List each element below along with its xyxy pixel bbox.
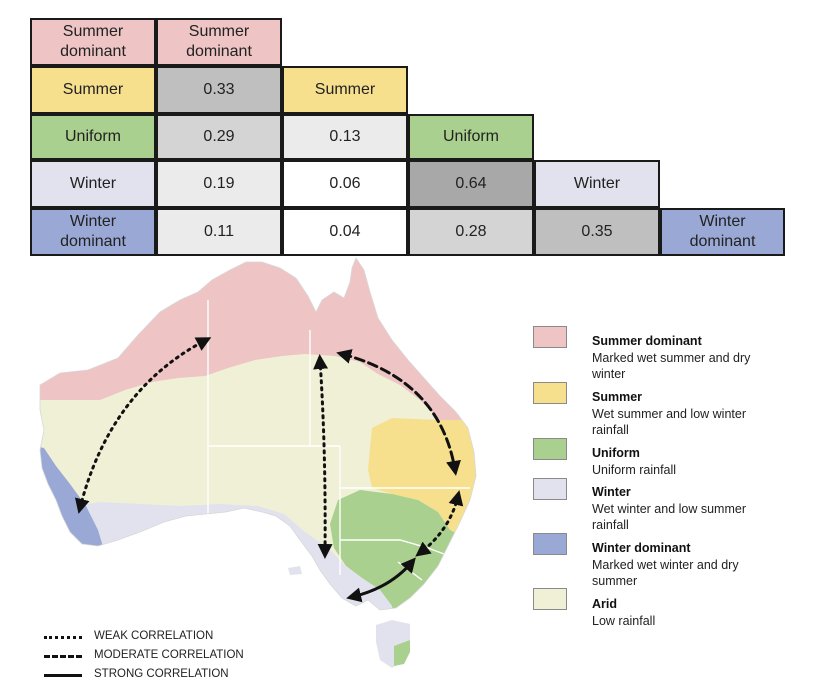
legend-desc-summer-dominant: Marked wet summer and dry winter (592, 351, 751, 381)
strong-correlation-label: STRONG CORRELATION (94, 668, 229, 680)
legend-desc-uniform: Uniform rainfall (592, 463, 677, 477)
moderate-correlation-label: MODERATE CORRELATION (94, 649, 244, 661)
legend-swatch-summer-dominant (533, 326, 567, 348)
weak-correlation-arrow-southeast (415, 490, 464, 557)
diagonal-label-uniform: Uniform (408, 114, 534, 160)
value-uniform-vs-summer-dominant: 0.29 (156, 114, 282, 160)
legend-desc-winter-dominant: Marked wet winter and dry summer (592, 558, 739, 588)
legend-swatch-uniform (533, 438, 567, 460)
value-winter-vs-uniform: 0.64 (408, 160, 534, 208)
legend-title-uniform: Uniform (592, 446, 640, 460)
legend-swatch-winter (533, 478, 567, 500)
weak-correlation-arrow-central (313, 354, 333, 559)
value-winter-dominant-vs-summer-dominant: 0.11 (156, 208, 282, 256)
value-winter-vs-summer-dominant: 0.19 (156, 160, 282, 208)
australia-rainfall-map (39, 257, 477, 668)
diagonal-label-winter-dominant: Winter dominant (660, 208, 785, 256)
row-label-uniform: Uniform (30, 114, 156, 160)
correlation-arrows (74, 337, 464, 603)
value-winter-dominant-vs-uniform: 0.28 (408, 208, 534, 256)
weak-correlation-arrow-west (74, 337, 212, 514)
legend-desc-summer: Wet summer and low winter rainfall (592, 407, 746, 437)
legend-swatch-arid (533, 588, 567, 610)
weak-correlation-label: WEAK CORRELATION (94, 630, 214, 642)
row-label-winter-dominant: Winter dominant (30, 208, 156, 256)
weak-correlation-line-sample (44, 636, 82, 639)
tasmania-uniform (394, 640, 410, 666)
winter-dominant-region-south (266, 534, 282, 556)
legend-swatch-summer (533, 382, 567, 404)
row-label-winter: Winter (30, 160, 156, 208)
legend-title-winter-dominant: Winter dominant (592, 541, 691, 555)
legend-desc-arid: Low rainfall (592, 614, 656, 628)
correlation-matrix: Summer dominant Summer dominant Summer 0… (30, 18, 785, 256)
moderate-correlation-line-sample (44, 655, 82, 658)
value-winter-dominant-vs-winter: 0.35 (534, 208, 660, 256)
row-label-summer: Summer (30, 66, 156, 114)
value-winter-vs-summer: 0.06 (282, 160, 408, 208)
legend-title-arid: Arid (592, 597, 617, 611)
strong-correlation-line-sample (44, 674, 82, 677)
strong-correlation-arrow-south (346, 557, 416, 603)
diagonal-label-summer-dominant: Summer dominant (156, 18, 282, 66)
legend-swatch-winter-dominant (533, 533, 567, 555)
value-winter-dominant-vs-summer: 0.04 (282, 208, 408, 256)
moderate-correlation-arrow-east (336, 349, 461, 476)
legend-title-summer: Summer (592, 390, 643, 404)
kangaroo-island (288, 566, 302, 575)
value-summer-vs-summer-dominant: 0.33 (156, 66, 282, 114)
legend-desc-winter: Wet winter and low summer rainfall (592, 502, 746, 532)
row-label-summer-dominant: Summer dominant (30, 18, 156, 66)
legend-title-winter: Winter (592, 485, 631, 499)
legend-title-summer-dominant: Summer dominant (592, 334, 702, 348)
tasmania (376, 620, 410, 668)
diagonal-label-winter: Winter (534, 160, 660, 208)
value-uniform-vs-summer: 0.13 (282, 114, 408, 160)
diagonal-label-summer: Summer (282, 66, 408, 114)
